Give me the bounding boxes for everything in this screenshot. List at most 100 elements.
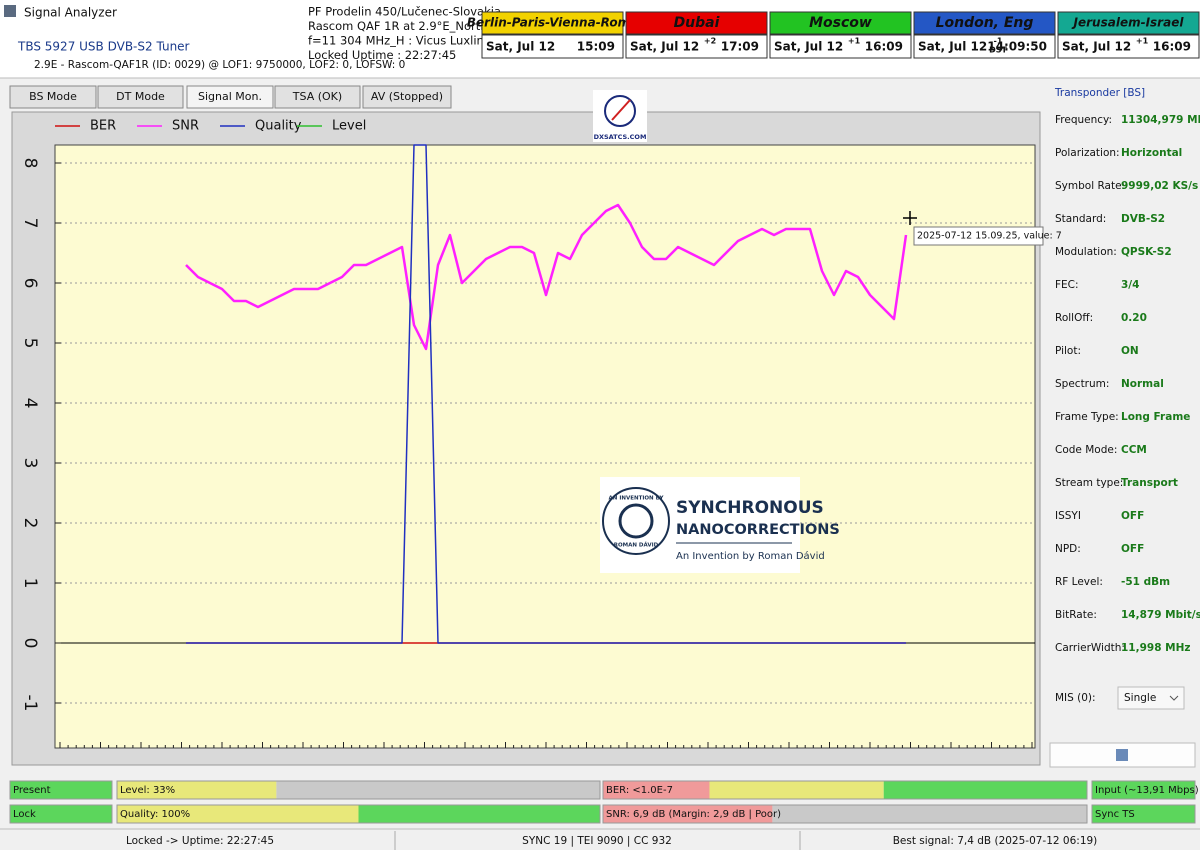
- field-label: Polarization:: [1055, 147, 1120, 159]
- status-bar-fill: [603, 781, 710, 799]
- tooltip-text: 2025-07-12 15.09.25, value: 7: [917, 231, 1062, 242]
- status-bar-fill: [709, 781, 884, 799]
- clock-body: [769, 34, 912, 59]
- status-bar-frame: [602, 780, 1088, 800]
- field-value: 11,998 MHz: [1121, 642, 1191, 654]
- y-tick-label: 5: [20, 338, 40, 349]
- field-value: Transport: [1121, 477, 1178, 489]
- dxsatcs-dish: [604, 95, 636, 127]
- tab[interactable]: [186, 85, 274, 109]
- field-label: BitRate:: [1055, 609, 1097, 621]
- field-label: RF Level:: [1055, 576, 1103, 588]
- app-icon: [4, 5, 16, 17]
- clock-header: [481, 11, 624, 35]
- y-tick-label: 6: [20, 278, 40, 289]
- status-bar-frame: [1091, 804, 1196, 824]
- tab[interactable]: [274, 85, 361, 109]
- status-bar-fill: [276, 781, 600, 799]
- field-label: Symbol Rate:: [1055, 180, 1125, 192]
- field-value: Long Frame: [1121, 411, 1190, 423]
- clock-date: Sat, Jul 12: [918, 40, 987, 54]
- clock-time: 17:09: [721, 40, 759, 54]
- y-tick-label: 8: [20, 158, 40, 169]
- status-bar-text: Quality: 100%: [120, 809, 190, 820]
- clock-time: 14:09:50: [987, 40, 1047, 54]
- clock-date: Sat, Jul 12: [774, 40, 843, 54]
- clock-body: [481, 34, 624, 59]
- y-tick-label: 2: [20, 518, 40, 529]
- status-text: SYNC 19 | TEI 9090 | CC 932: [522, 835, 672, 847]
- field-label: Frame Type:: [1055, 411, 1119, 423]
- clock-time: 16:09: [865, 40, 903, 54]
- field-label: Code Mode:: [1055, 444, 1117, 456]
- tab-label[interactable]: AV (Stopped): [371, 90, 443, 103]
- clock-date: Sat, Jul 12: [486, 40, 555, 54]
- status-bar-fill: [603, 805, 773, 823]
- mis-value[interactable]: Single: [1124, 692, 1156, 704]
- brand-logo: [600, 477, 800, 573]
- status-bar-frame: [9, 780, 113, 800]
- clock-city: London, Eng: [936, 15, 1034, 31]
- clock-city: Moscow: [809, 15, 872, 31]
- header-info: f=11 304 MHz_H : Vicus Luxlink: [308, 34, 491, 48]
- tab-label[interactable]: Signal Mon.: [198, 90, 262, 103]
- mis-select[interactable]: [1117, 686, 1185, 710]
- field-label: Modulation:: [1055, 246, 1117, 258]
- brand-core: [618, 503, 654, 539]
- status-bar-frame: [9, 804, 113, 824]
- field-value: 3/4: [1121, 279, 1139, 291]
- legend-label: BER: [90, 119, 116, 134]
- brand-ring-top: AN INVENTION BY: [609, 496, 665, 502]
- clock-body: [625, 34, 768, 59]
- field-label: Pilot:: [1055, 345, 1081, 357]
- tab-label[interactable]: BS Mode: [29, 90, 77, 103]
- brand-line2: NANOCORRECTIONS: [676, 522, 840, 538]
- status-bar-fill: [358, 805, 600, 823]
- tab-label[interactable]: DT Mode: [116, 90, 165, 103]
- status-bar-text: Lock: [13, 809, 36, 820]
- field-label: RollOff:: [1055, 312, 1093, 324]
- status-bar-text: Sync TS: [1095, 809, 1135, 820]
- status-bar-fill: [10, 805, 112, 823]
- status-bar-fill: [772, 805, 1087, 823]
- field-value: CCM: [1121, 444, 1147, 456]
- field-label: Stream type:: [1055, 477, 1123, 489]
- tooltip-box: [913, 226, 1044, 246]
- field-value: 14,879 Mbit/s: [1121, 609, 1200, 621]
- status-bar-fill: [10, 781, 112, 799]
- clock-header: [913, 11, 1056, 35]
- side-panel: [1045, 80, 1200, 770]
- y-tick-label: 0: [20, 638, 40, 649]
- dxsatcs-logo: [593, 90, 647, 142]
- clock-header: [1057, 11, 1200, 35]
- clock-offset: +2: [704, 37, 716, 46]
- field-value: Horizontal: [1121, 147, 1182, 159]
- field-label: ISSYI: [1055, 510, 1081, 522]
- y-tick-label: 7: [20, 218, 40, 229]
- field-value: 11304,979 MHz: [1121, 114, 1200, 126]
- clock-time: 16:09: [1153, 40, 1191, 54]
- y-tick-label: 3: [20, 458, 40, 469]
- field-label: Spectrum:: [1055, 378, 1109, 390]
- field-value: -51 dBm: [1121, 576, 1170, 588]
- crosshair: [903, 211, 917, 225]
- tab[interactable]: [9, 85, 97, 109]
- brand-line1: SYNCHRONOUS: [676, 498, 824, 518]
- tab[interactable]: [97, 85, 184, 109]
- panel-button-icon[interactable]: [1116, 749, 1128, 761]
- status-bar-frame: [602, 804, 1088, 824]
- status-bar-frame: [1091, 780, 1196, 800]
- tab[interactable]: [362, 85, 452, 109]
- field-label: NPD:: [1055, 543, 1081, 555]
- status-text: Best signal: 7,4 dB (2025-07-12 06:19): [893, 835, 1098, 847]
- tab-label[interactable]: TSA (OK): [292, 90, 342, 103]
- status-bar-frame: [116, 780, 601, 800]
- panel-title: Transponder [BS]: [1054, 87, 1145, 99]
- series-line: [186, 144, 906, 644]
- status-bar-fill: [1092, 781, 1195, 799]
- header-info: PF Prodelin 450/Lučenec-Slovakia: [308, 5, 501, 19]
- brand-tagline: An Invention by Roman Dávid: [676, 550, 825, 562]
- mis-arrow[interactable]: [1169, 695, 1179, 701]
- status-bar-text: BER: <1.0E-7: [606, 785, 673, 796]
